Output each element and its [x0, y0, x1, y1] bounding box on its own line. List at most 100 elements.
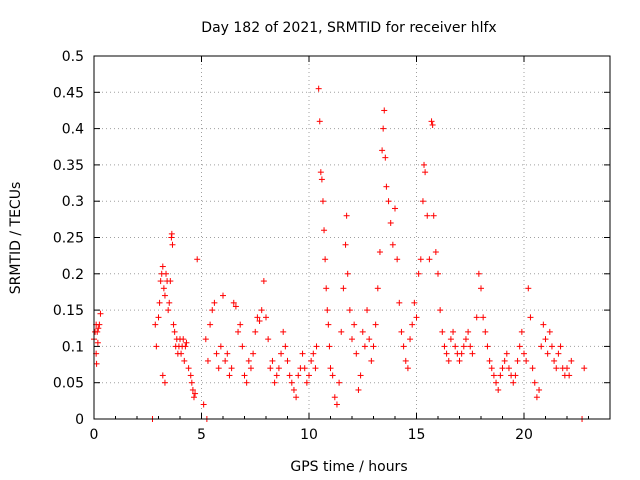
y-tick-label: 0.05 [53, 376, 84, 392]
data-point [182, 343, 189, 350]
data-point [495, 386, 502, 393]
data-point [230, 299, 237, 306]
data-point [366, 336, 373, 343]
x-axis-label: GPS time / hours [290, 459, 407, 475]
data-point [93, 360, 100, 367]
data-point [499, 365, 506, 372]
data-point [327, 365, 334, 372]
y-tick-label: 0.5 [62, 49, 84, 65]
data-point [95, 325, 102, 332]
data-point [452, 343, 459, 350]
data-point [213, 350, 220, 357]
data-point [351, 321, 358, 328]
data-point [338, 328, 345, 335]
data-point [222, 357, 229, 364]
x-tick-label: 10 [300, 427, 318, 443]
data-point [190, 394, 197, 401]
data-point [488, 365, 495, 372]
data-point [260, 278, 267, 285]
data-point [429, 121, 436, 128]
data-point [306, 372, 312, 379]
data-point [315, 85, 322, 92]
data-point [503, 350, 510, 357]
data-point [265, 336, 272, 343]
data-point [331, 394, 338, 401]
data-point [316, 118, 323, 125]
data-point [510, 379, 517, 386]
data-point [456, 357, 463, 364]
data-point [467, 343, 474, 350]
data-point [533, 394, 540, 401]
data-point [435, 270, 441, 277]
data-point [239, 343, 246, 350]
data-point [256, 317, 263, 324]
data-point [424, 212, 431, 219]
data-point [342, 241, 349, 248]
data-point [380, 125, 387, 132]
data-point [322, 256, 329, 263]
data-point [165, 307, 172, 314]
data-point [180, 336, 187, 343]
x-axis-ticks: 0 5 10 15 20 [90, 56, 589, 443]
data-point [152, 321, 159, 328]
data-point [364, 307, 371, 314]
data-point [220, 292, 226, 299]
data-point [357, 372, 364, 379]
data-point [183, 339, 190, 346]
data-point [512, 372, 519, 379]
data-point [326, 343, 333, 350]
data-point [439, 328, 446, 335]
data-point [437, 307, 444, 314]
data-point [273, 372, 280, 379]
data-point [308, 357, 315, 364]
data-point [159, 263, 166, 270]
data-point [525, 285, 532, 292]
data-point [478, 285, 484, 292]
data-point [189, 386, 196, 393]
data-point [430, 212, 437, 219]
data-point [96, 321, 103, 328]
data-point [531, 379, 538, 386]
data-point [447, 336, 454, 343]
data-point [382, 154, 389, 161]
data-point [224, 350, 231, 357]
data-point [194, 256, 201, 263]
data-point [159, 372, 166, 379]
data-point [178, 350, 185, 357]
data-point [497, 372, 504, 379]
data-point [417, 256, 424, 263]
data-point [323, 285, 330, 292]
data-point [473, 314, 480, 321]
data-point [237, 321, 244, 328]
data-point [317, 169, 324, 176]
data-point [516, 343, 523, 350]
data-point [163, 270, 170, 277]
data-point [211, 299, 218, 306]
data-point [171, 328, 178, 335]
data-point [385, 198, 392, 205]
data-point [344, 270, 351, 277]
data-point [568, 357, 575, 364]
data-point [329, 372, 336, 379]
data-point [324, 307, 331, 314]
data-point [156, 299, 163, 306]
data-point [538, 343, 545, 350]
data-point [432, 249, 439, 256]
data-point [529, 365, 536, 372]
data-point [409, 321, 416, 328]
data-point [284, 357, 291, 364]
data-point [540, 321, 547, 328]
y-tick-label: 0.1 [62, 339, 84, 355]
data-point [553, 365, 560, 372]
data-point [407, 336, 414, 343]
data-point [161, 292, 168, 299]
data-point [168, 230, 175, 237]
data-point [155, 314, 162, 321]
data-point [480, 314, 487, 321]
data-point [421, 161, 428, 168]
data-point [319, 198, 326, 205]
data-point [361, 343, 368, 350]
data-point [280, 328, 287, 335]
data-point [161, 379, 168, 386]
data-point [243, 379, 250, 386]
